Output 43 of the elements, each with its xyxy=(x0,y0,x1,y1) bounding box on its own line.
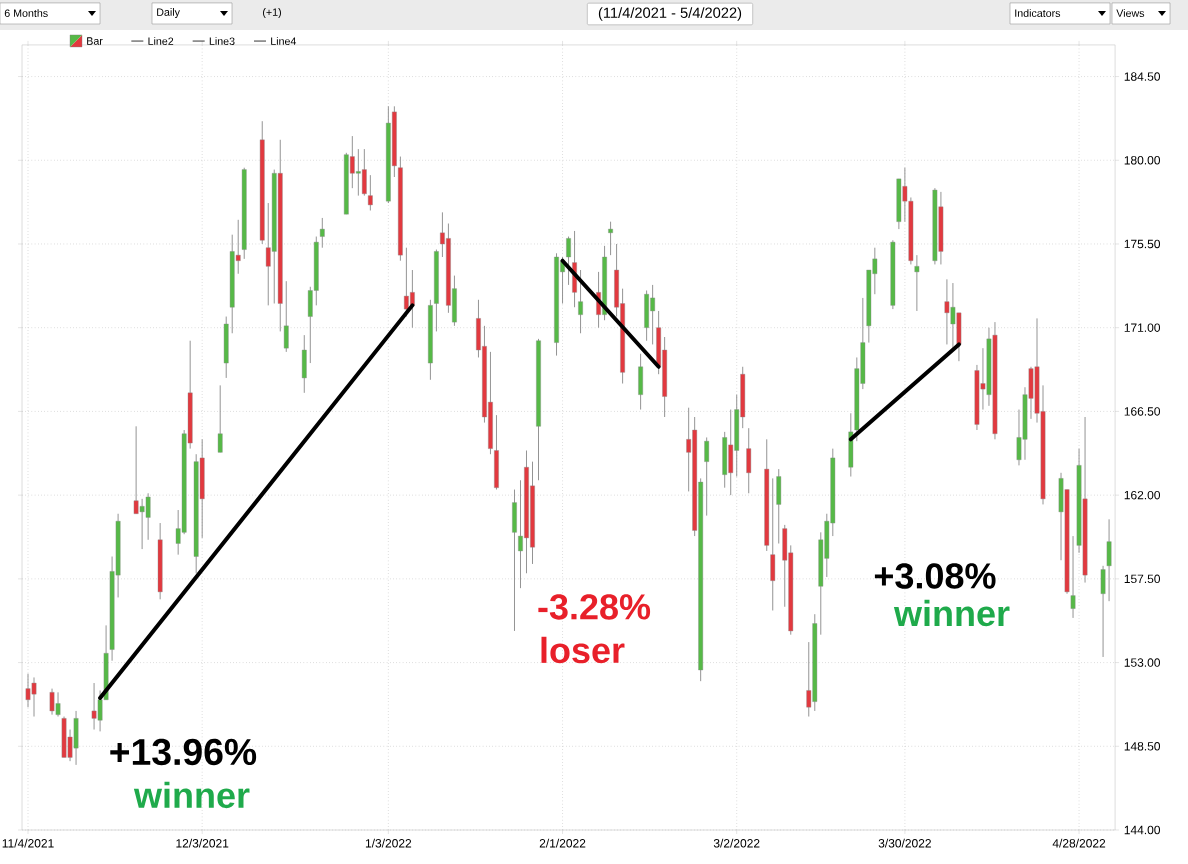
text: 6 Months xyxy=(4,9,48,17)
annotation: winner xyxy=(133,781,250,809)
x-tick-label: 11/4/2021 xyxy=(2,838,54,848)
legend-label: Line2 xyxy=(148,37,174,45)
candlestick xyxy=(283,280,289,353)
candlestick xyxy=(704,436,710,517)
y-tick-label: 162.00 xyxy=(1124,490,1161,500)
y-tick-label: 175.50 xyxy=(1124,239,1161,249)
candlestick xyxy=(217,384,223,453)
candlestick xyxy=(566,236,571,286)
text: Views xyxy=(1116,9,1145,17)
y-tick-label: 184.50 xyxy=(1124,72,1161,81)
annotation: -3.28% xyxy=(538,594,651,620)
x-tick-label: 4/28/2022 xyxy=(1052,838,1106,848)
text: Daily xyxy=(157,8,180,19)
text: Indicators xyxy=(1015,9,1061,17)
candlestick xyxy=(367,174,373,211)
legend-label: Line3 xyxy=(209,37,235,45)
text: (+1) xyxy=(263,8,281,19)
candlestick xyxy=(319,217,325,249)
candlestick xyxy=(914,254,920,312)
y-tick-label: 148.50 xyxy=(1124,742,1161,751)
annotation: +3.08% xyxy=(874,563,996,589)
x-tick-label: 3/2/2022 xyxy=(713,838,760,848)
y-tick-label: 171.00 xyxy=(1124,323,1161,332)
y-tick-label: 180.00 xyxy=(1124,156,1161,165)
x-tick-label: 12/3/2021 xyxy=(176,838,229,848)
candlestick xyxy=(1070,535,1076,619)
annotation: loser xyxy=(541,636,625,664)
candlestick xyxy=(608,221,613,256)
legend-label: Line4 xyxy=(271,37,297,45)
y-tick-label: 153.00 xyxy=(1124,658,1161,667)
candlestick xyxy=(578,269,583,334)
y-tick-label: 144.00 xyxy=(1124,825,1161,835)
annotation: +13.96% xyxy=(110,738,257,766)
x-tick-label: 3/30/2022 xyxy=(878,838,931,848)
x-tick-label: 1/3/2022 xyxy=(365,838,412,848)
annotation: winner xyxy=(893,599,1010,627)
y-tick-label: 157.50 xyxy=(1124,574,1161,584)
x-tick-label: 2/1/2022 xyxy=(539,838,586,848)
y-tick-label: 166.50 xyxy=(1124,407,1161,416)
legend-label: Bar xyxy=(87,37,103,45)
chart-title: (11/4/2021 - 5/4/2022) xyxy=(598,7,742,21)
